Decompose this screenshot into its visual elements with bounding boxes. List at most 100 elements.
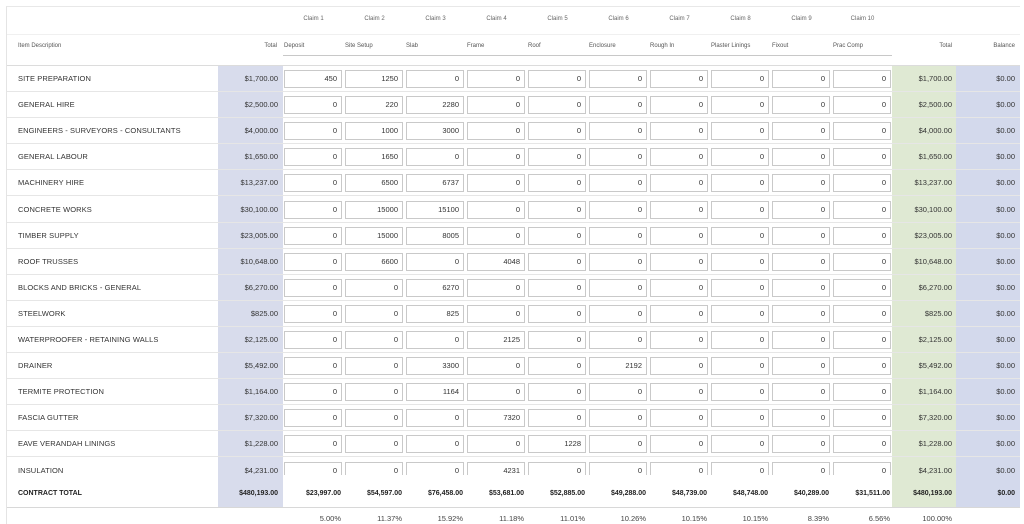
claim-amount-input[interactable]: 4231 xyxy=(467,461,525,475)
claim-amount-input[interactable]: 0 xyxy=(467,383,525,402)
claim-amount-input[interactable]: 0 xyxy=(711,331,769,349)
claim-amount-input[interactable]: 0 xyxy=(650,122,708,141)
claim-amount-input[interactable]: 0 xyxy=(711,70,769,88)
claim-amount-input[interactable]: 0 xyxy=(528,461,586,475)
claim-amount-input[interactable]: 0 xyxy=(711,148,769,167)
claim-amount-input[interactable]: 0 xyxy=(589,226,647,245)
claim-amount-input[interactable]: 0 xyxy=(406,252,464,271)
claim-amount-input[interactable]: 0 xyxy=(589,252,647,271)
claim-amount-input[interactable]: 0 xyxy=(589,122,647,141)
claim-amount-input[interactable]: 1228 xyxy=(528,435,586,454)
claim-amount-input[interactable]: 0 xyxy=(528,252,586,271)
claim-amount-input[interactable]: 0 xyxy=(467,148,525,167)
claim-amount-input[interactable]: 6270 xyxy=(406,278,464,297)
claim-amount-input[interactable]: 15000 xyxy=(345,226,403,245)
claim-amount-input[interactable]: 0 xyxy=(833,226,891,245)
claim-amount-input[interactable]: 0 xyxy=(833,70,891,88)
claim-amount-input[interactable]: 0 xyxy=(833,200,891,219)
claim-amount-input[interactable]: 0 xyxy=(650,304,708,323)
claim-amount-input[interactable]: 0 xyxy=(650,96,708,115)
claim-amount-input[interactable]: 0 xyxy=(284,252,342,271)
claim-amount-input[interactable]: 0 xyxy=(589,200,647,219)
claim-amount-input[interactable]: 0 xyxy=(345,331,403,349)
claim-amount-input[interactable]: 0 xyxy=(284,278,342,297)
claim-amount-input[interactable]: 0 xyxy=(833,331,891,349)
claim-amount-input[interactable]: 0 xyxy=(772,122,830,141)
claim-amount-input[interactable]: 0 xyxy=(284,96,342,115)
claim-amount-input[interactable]: 0 xyxy=(589,174,647,193)
claim-amount-input[interactable]: 0 xyxy=(284,331,342,349)
claim-amount-input[interactable]: 0 xyxy=(406,331,464,349)
claim-amount-input[interactable]: 0 xyxy=(467,122,525,141)
claim-amount-input[interactable]: 0 xyxy=(772,226,830,245)
claim-amount-input[interactable]: 0 xyxy=(467,70,525,88)
claim-amount-input[interactable]: 0 xyxy=(772,148,830,167)
claim-amount-input[interactable]: 0 xyxy=(589,278,647,297)
claim-amount-input[interactable]: 0 xyxy=(589,96,647,115)
claim-amount-input[interactable]: 0 xyxy=(772,252,830,271)
claim-amount-input[interactable]: 0 xyxy=(772,70,830,88)
claim-amount-input[interactable]: 4048 xyxy=(467,252,525,271)
claim-amount-input[interactable]: 0 xyxy=(772,383,830,402)
claim-amount-input[interactable]: 0 xyxy=(711,304,769,323)
claim-amount-input[interactable]: 0 xyxy=(772,461,830,475)
claim-amount-input[interactable]: 6600 xyxy=(345,252,403,271)
claim-amount-input[interactable]: 0 xyxy=(833,409,891,428)
claim-amount-input[interactable]: 0 xyxy=(345,435,403,454)
claim-amount-input[interactable]: 0 xyxy=(589,331,647,349)
claim-amount-input[interactable]: 0 xyxy=(589,70,647,88)
claim-amount-input[interactable]: 0 xyxy=(650,409,708,428)
claim-amount-input[interactable]: 2280 xyxy=(406,96,464,115)
claim-amount-input[interactable]: 0 xyxy=(650,435,708,454)
claim-amount-input[interactable]: 6737 xyxy=(406,174,464,193)
claim-amount-input[interactable]: 0 xyxy=(528,409,586,428)
claim-amount-input[interactable]: 0 xyxy=(284,357,342,376)
claim-amount-input[interactable]: 0 xyxy=(284,200,342,219)
claim-amount-input[interactable]: 0 xyxy=(406,148,464,167)
claim-amount-input[interactable]: 0 xyxy=(650,200,708,219)
claim-amount-input[interactable]: 0 xyxy=(406,409,464,428)
claim-amount-input[interactable]: 0 xyxy=(833,383,891,402)
claim-amount-input[interactable]: 0 xyxy=(528,174,586,193)
claim-amount-input[interactable]: 1000 xyxy=(345,122,403,141)
claim-amount-input[interactable]: 15000 xyxy=(345,200,403,219)
claim-amount-input[interactable]: 0 xyxy=(833,96,891,115)
claim-amount-input[interactable]: 0 xyxy=(467,96,525,115)
claim-amount-input[interactable]: 0 xyxy=(284,122,342,141)
claim-amount-input[interactable]: 0 xyxy=(345,278,403,297)
claim-amount-input[interactable]: 0 xyxy=(772,331,830,349)
claim-amount-input[interactable]: 0 xyxy=(833,148,891,167)
claim-amount-input[interactable]: 2125 xyxy=(467,331,525,349)
claim-amount-input[interactable]: 0 xyxy=(650,461,708,475)
claim-amount-input[interactable]: 0 xyxy=(528,96,586,115)
claim-amount-input[interactable]: 0 xyxy=(345,461,403,475)
claim-amount-input[interactable]: 0 xyxy=(772,174,830,193)
claim-amount-input[interactable]: 0 xyxy=(467,304,525,323)
claim-amount-input[interactable]: 0 xyxy=(650,226,708,245)
claim-amount-input[interactable]: 0 xyxy=(772,304,830,323)
claim-amount-input[interactable]: 0 xyxy=(833,278,891,297)
claim-amount-input[interactable]: 0 xyxy=(284,226,342,245)
claim-amount-input[interactable]: 0 xyxy=(711,96,769,115)
claim-amount-input[interactable]: 0 xyxy=(650,174,708,193)
claim-amount-input[interactable]: 0 xyxy=(467,357,525,376)
claim-amount-input[interactable]: 3300 xyxy=(406,357,464,376)
claim-amount-input[interactable]: 7320 xyxy=(467,409,525,428)
claim-amount-input[interactable]: 0 xyxy=(589,409,647,428)
claim-amount-input[interactable]: 0 xyxy=(772,200,830,219)
claim-amount-input[interactable]: 0 xyxy=(650,278,708,297)
claim-amount-input[interactable]: 825 xyxy=(406,304,464,323)
claim-amount-input[interactable]: 0 xyxy=(772,278,830,297)
claim-amount-input[interactable]: 0 xyxy=(772,96,830,115)
claim-amount-input[interactable]: 0 xyxy=(589,304,647,323)
claim-amount-input[interactable]: 0 xyxy=(528,70,586,88)
claim-amount-input[interactable]: 0 xyxy=(528,331,586,349)
claim-amount-input[interactable]: 0 xyxy=(650,331,708,349)
claim-amount-input[interactable]: 1650 xyxy=(345,148,403,167)
claim-amount-input[interactable]: 3000 xyxy=(406,122,464,141)
claim-amount-input[interactable]: 0 xyxy=(833,304,891,323)
claim-amount-input[interactable]: 0 xyxy=(589,435,647,454)
claim-amount-input[interactable]: 0 xyxy=(589,383,647,402)
claim-amount-input[interactable]: 0 xyxy=(711,435,769,454)
claim-amount-input[interactable]: 8005 xyxy=(406,226,464,245)
